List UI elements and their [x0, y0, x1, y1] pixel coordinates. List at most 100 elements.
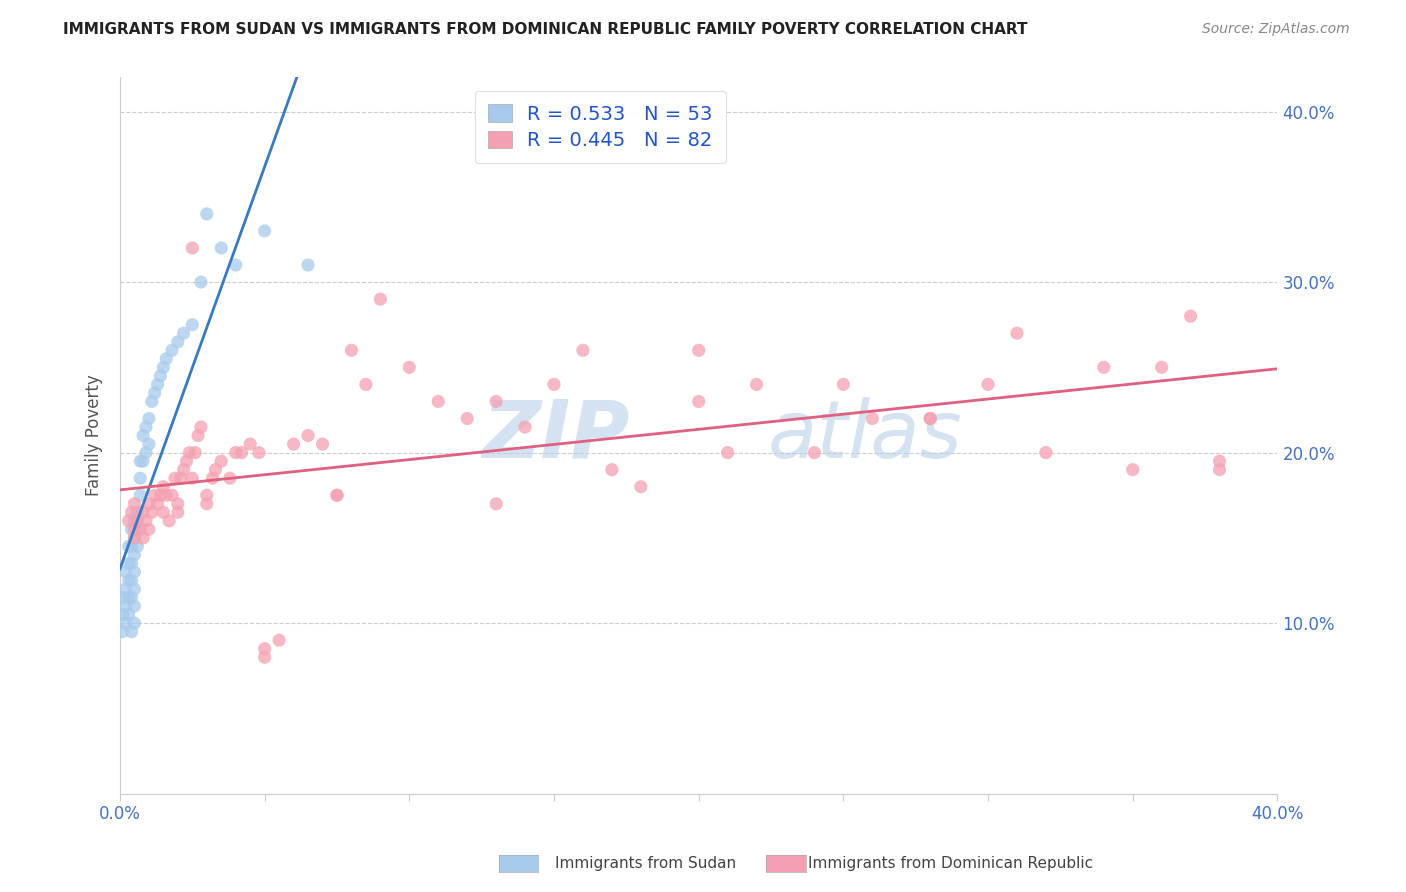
Point: [127, 505, 149, 519]
Point: [152, 480, 174, 494]
Point: [181, 471, 204, 485]
Point: [141, 505, 163, 519]
Y-axis label: Family Poverty: Family Poverty: [86, 375, 103, 497]
Point: [166, 505, 188, 519]
Point: [111, 607, 134, 622]
Point: [117, 514, 139, 528]
Point: [600, 463, 623, 477]
Point: [209, 454, 232, 468]
Point: [152, 505, 174, 519]
Point: [124, 514, 146, 528]
Point: [225, 445, 247, 459]
Point: [129, 488, 152, 502]
Point: [124, 522, 146, 536]
Point: [121, 591, 143, 605]
Point: [157, 514, 180, 528]
Point: [138, 497, 160, 511]
Point: [860, 411, 883, 425]
Point: [127, 514, 149, 528]
Point: [745, 377, 768, 392]
Point: [124, 497, 146, 511]
Point: [187, 428, 209, 442]
Point: [132, 454, 155, 468]
Point: [1122, 463, 1144, 477]
Point: [370, 292, 392, 306]
Point: [121, 540, 143, 554]
Text: ZIP: ZIP: [482, 397, 630, 475]
Point: [1035, 445, 1057, 459]
Point: [149, 368, 172, 383]
Point: [135, 420, 157, 434]
Point: [543, 377, 565, 392]
Point: [398, 360, 420, 375]
Point: [427, 394, 450, 409]
Point: [219, 471, 242, 485]
Point: [124, 565, 146, 579]
Point: [170, 471, 193, 485]
Point: [485, 394, 508, 409]
Point: [155, 488, 177, 502]
Point: [803, 445, 825, 459]
Point: [124, 548, 146, 562]
Point: [688, 394, 710, 409]
Point: [124, 599, 146, 613]
Point: [283, 437, 305, 451]
Point: [181, 318, 204, 332]
Text: atlas: atlas: [768, 397, 963, 475]
Point: [138, 437, 160, 451]
Point: [920, 411, 942, 425]
Point: [231, 445, 253, 459]
Point: [132, 505, 155, 519]
Point: [173, 463, 195, 477]
Point: [132, 428, 155, 442]
Point: [152, 360, 174, 375]
Point: [201, 471, 224, 485]
Point: [253, 224, 276, 238]
Point: [326, 488, 349, 502]
Point: [297, 428, 319, 442]
Point: [114, 616, 136, 631]
Point: [239, 437, 262, 451]
Point: [247, 445, 270, 459]
Point: [132, 531, 155, 545]
Point: [146, 377, 169, 392]
Point: [121, 574, 143, 588]
Point: [832, 377, 855, 392]
Point: [149, 488, 172, 502]
Point: [195, 488, 218, 502]
Point: [121, 505, 143, 519]
Point: [184, 445, 207, 459]
Point: [160, 343, 183, 358]
Point: [135, 514, 157, 528]
Point: [190, 275, 212, 289]
Point: [717, 445, 740, 459]
Point: [114, 599, 136, 613]
Point: [630, 480, 652, 494]
Point: [209, 241, 232, 255]
Point: [1180, 309, 1202, 323]
Point: [190, 420, 212, 434]
Point: [181, 241, 204, 255]
Point: [146, 497, 169, 511]
Point: [141, 394, 163, 409]
Point: [340, 343, 363, 358]
Point: [179, 445, 201, 459]
Point: [117, 574, 139, 588]
Point: [111, 591, 134, 605]
Point: [121, 522, 143, 536]
Point: [143, 488, 166, 502]
Point: [176, 454, 198, 468]
Point: [114, 582, 136, 596]
Point: [121, 557, 143, 571]
Point: [195, 207, 218, 221]
Point: [920, 411, 942, 425]
Point: [117, 607, 139, 622]
Text: IMMIGRANTS FROM SUDAN VS IMMIGRANTS FROM DOMINICAN REPUBLIC FAMILY POVERTY CORRE: IMMIGRANTS FROM SUDAN VS IMMIGRANTS FROM…: [63, 22, 1028, 37]
Point: [127, 522, 149, 536]
Point: [129, 454, 152, 468]
Point: [485, 497, 508, 511]
Text: Source: ZipAtlas.com: Source: ZipAtlas.com: [1202, 22, 1350, 37]
Legend: R = 0.533   N = 53, R = 0.445   N = 82: R = 0.533 N = 53, R = 0.445 N = 82: [475, 91, 725, 163]
Point: [124, 616, 146, 631]
Point: [456, 411, 478, 425]
